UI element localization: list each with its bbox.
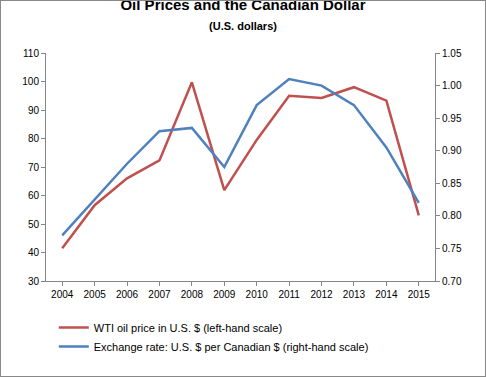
svg-text:2011: 2011	[278, 289, 300, 300]
svg-text:40: 40	[28, 247, 40, 258]
svg-text:0.90: 0.90	[442, 145, 462, 156]
svg-text:2012: 2012	[310, 289, 333, 300]
svg-text:2004: 2004	[51, 289, 74, 300]
svg-text:2009: 2009	[213, 289, 236, 300]
svg-text:2008: 2008	[181, 289, 204, 300]
svg-text:0.85: 0.85	[442, 178, 462, 189]
svg-text:0.75: 0.75	[442, 243, 462, 254]
svg-text:70: 70	[28, 162, 40, 173]
svg-text:2014: 2014	[375, 289, 398, 300]
svg-text:60: 60	[28, 190, 40, 201]
svg-text:2005: 2005	[84, 289, 107, 300]
svg-text:30: 30	[28, 276, 40, 287]
svg-text:1.05: 1.05	[442, 48, 462, 59]
svg-text:2015: 2015	[408, 289, 431, 300]
svg-text:80: 80	[28, 133, 40, 144]
svg-text:Exchange rate: U.S. $ per Cana: Exchange rate: U.S. $ per Canadian $ (ri…	[94, 341, 369, 353]
svg-text:2006: 2006	[116, 289, 139, 300]
svg-text:0.80: 0.80	[442, 210, 462, 221]
svg-text:0.70: 0.70	[442, 276, 462, 287]
svg-text:90: 90	[28, 105, 40, 116]
svg-text:100: 100	[22, 76, 39, 87]
svg-text:0.95: 0.95	[442, 113, 462, 124]
svg-text:2007: 2007	[148, 289, 171, 300]
svg-text:Oil Prices and the Canadian Do: Oil Prices and the Canadian Dollar(U.S. …	[120, 1, 365, 32]
svg-text:2013: 2013	[343, 289, 366, 300]
svg-text:50: 50	[28, 219, 40, 230]
svg-text:1.00: 1.00	[442, 80, 462, 91]
svg-text:WTI oil price in U.S. $ (left-: WTI oil price in U.S. $ (left-hand scale…	[94, 322, 282, 334]
svg-text:110: 110	[23, 48, 39, 59]
svg-text:2010: 2010	[246, 289, 269, 300]
